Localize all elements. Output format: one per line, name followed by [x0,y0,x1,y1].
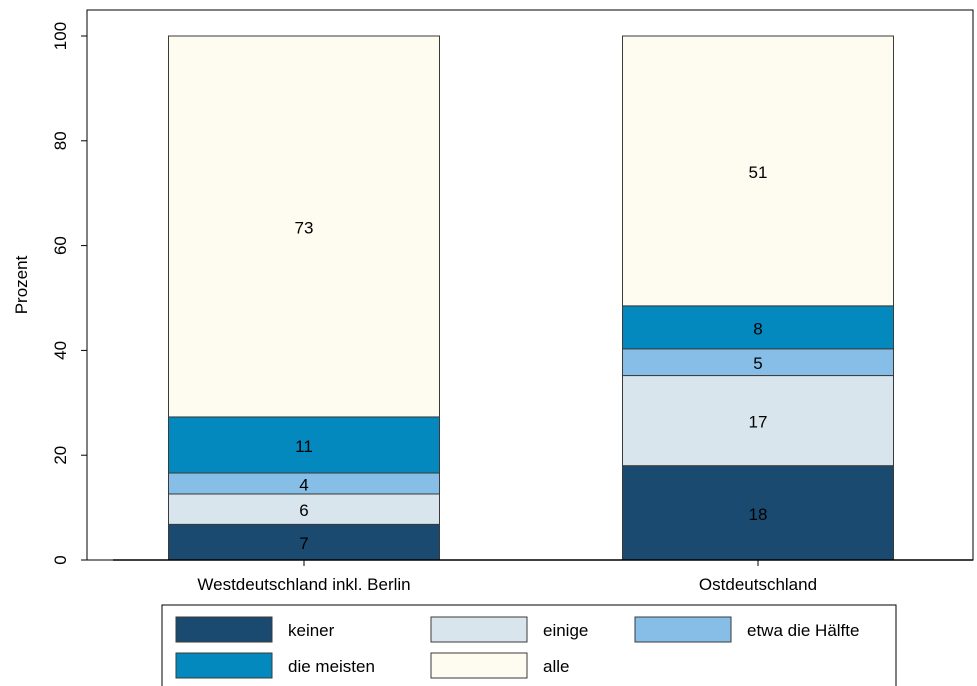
legend-label-einige: einige [543,621,588,640]
y-tick-label: 80 [51,131,70,150]
bar-segment-alle-west [168,35,440,418]
legend: keiner einige etwa die Hälfte die meisten al… [161,604,897,686]
data-label: 7 [299,534,308,553]
y-axis: 0 20 40 60 80 100 [51,22,87,565]
x-tick-label: Westdeutschland inkl. Berlin [197,575,410,594]
legend-label-alle: alle [543,657,569,676]
data-label: 11 [295,437,313,456]
y-tick-label: 20 [51,446,70,465]
y-tick-label: 60 [51,236,70,255]
data-label: 5 [753,354,762,373]
legend-swatch-alle [430,652,528,679]
legend-swatch-keiner [175,616,273,643]
bar-segment-alle-ost [622,35,894,307]
y-tick-label: 100 [51,22,70,50]
y-axis-label: Prozent [12,255,31,314]
legend-label-die-meisten: die meisten [288,657,375,676]
legend-swatch-etwa-die-halfte [634,616,732,643]
bar-segment-die-meisten-ost [622,305,894,350]
legend-label-keiner: keiner [288,621,335,640]
data-label: 17 [749,413,768,432]
legend-swatch-einige [430,616,528,643]
legend-swatch-die-meisten [175,652,273,679]
data-label: 6 [299,501,308,520]
data-label: 73 [295,218,314,237]
legend-label-etwa-die-halfte: etwa die Hälfte [747,621,859,640]
bar-segment-keiner-ost [622,465,894,561]
data-label: 8 [753,319,762,338]
data-label: 4 [299,475,308,494]
bars-group: 7 6 4 11 73 18 17 5 8 51 [168,35,894,561]
y-tick-label: 0 [51,555,70,564]
bar-segment-keiner-west [168,523,440,561]
bar-segment-einige-west [168,493,440,525]
x-tick-label: Ostdeutschland [699,575,817,594]
y-tick-label: 40 [51,341,70,360]
x-axis: Westdeutschland inkl. Berlin Ostdeutschla… [113,559,973,594]
legend-frame [161,604,897,686]
bar-segment-die-meisten-west [168,416,440,474]
data-label: 51 [749,163,768,182]
data-label: 18 [749,505,768,524]
